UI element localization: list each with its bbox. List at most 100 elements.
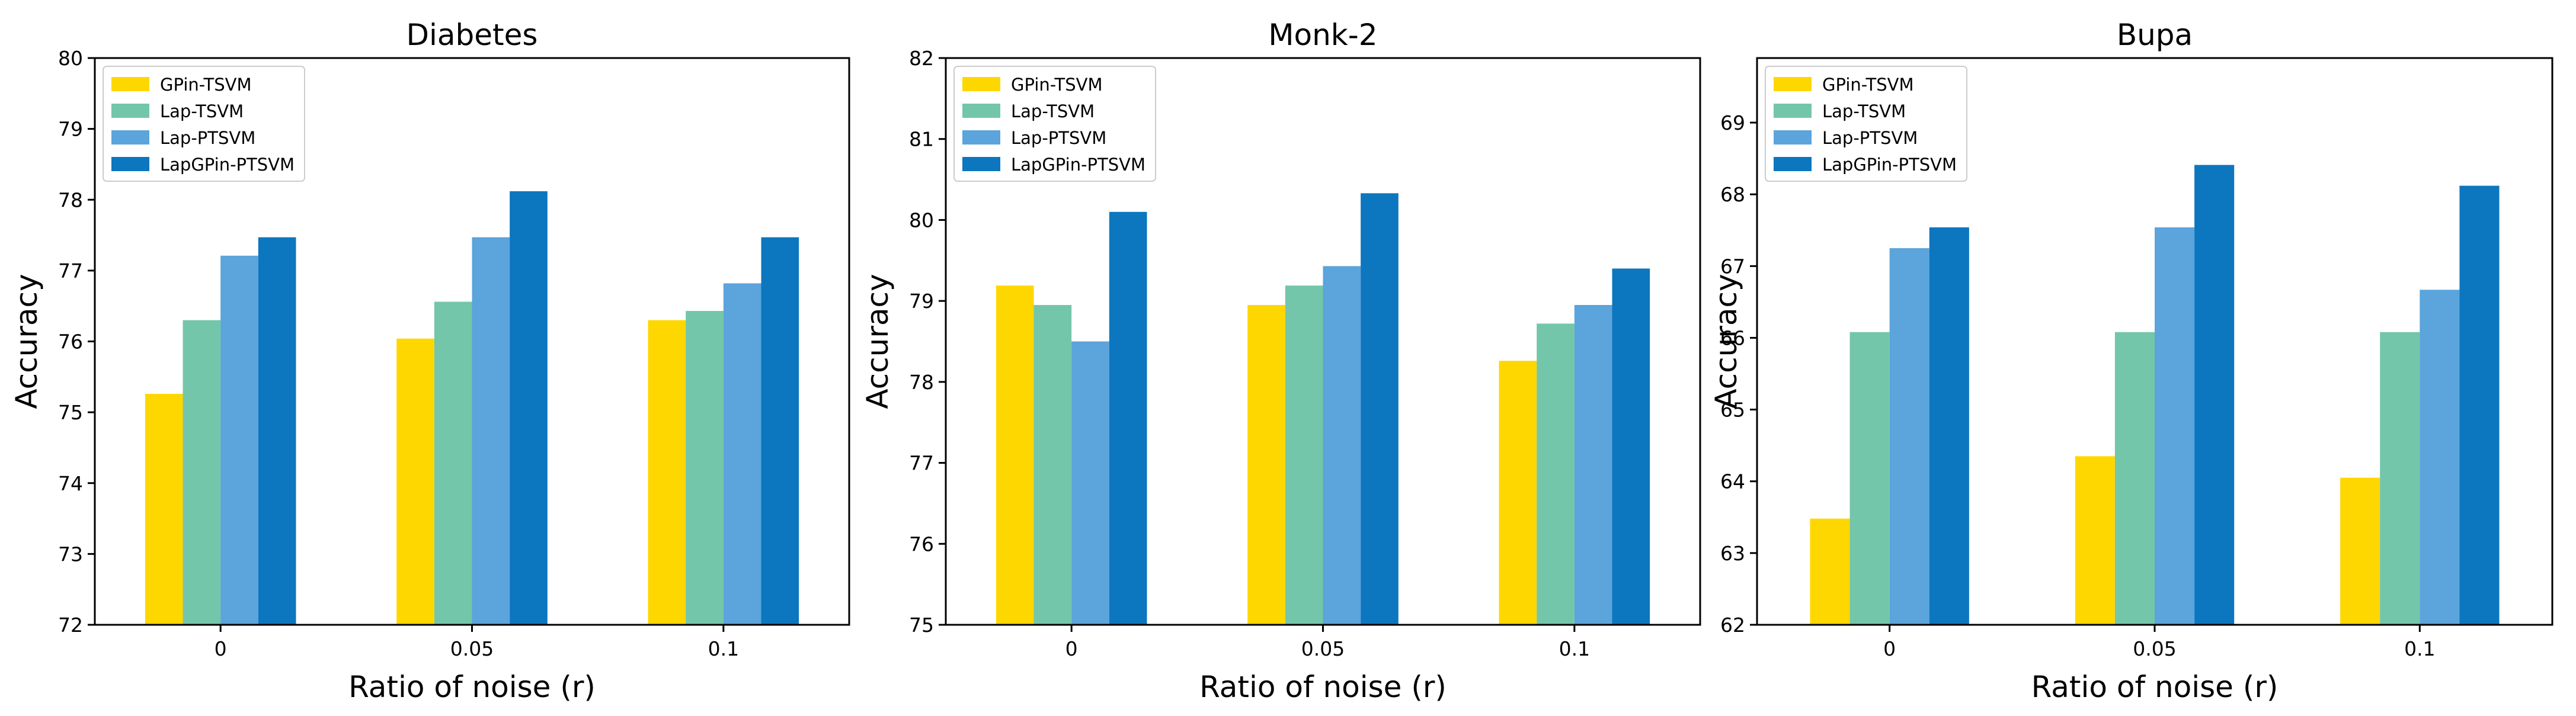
bar-lap-ptsvm-0 <box>1889 248 1929 625</box>
y-tick-label: 67 <box>1720 255 1745 278</box>
y-tick-label: 74 <box>58 472 83 495</box>
bar-lap-ptsvm-0.05 <box>1323 266 1361 625</box>
bar-lap-tsvm-0.1 <box>1537 323 1575 625</box>
chart-panel-3: 62 63 64 65 66 67 68 69 0 0.05 0.1 Bupa Ratio of noi… <box>1709 18 2553 704</box>
y-tick-label: 65 <box>1720 399 1745 422</box>
legend-swatch-lapgpin-ptsvm <box>962 157 1000 171</box>
y-axis-label: Accuracy <box>1709 274 1743 409</box>
y-tick-label: 64 <box>1720 470 1745 493</box>
bar-lapgpin-ptsvm-0.1 <box>761 237 799 625</box>
legend-swatch-lap-tsvm <box>962 104 1000 118</box>
y-tick-label: 78 <box>909 371 934 394</box>
bar-lapgpin-ptsvm-0.1 <box>1612 268 1650 625</box>
bar-gpin-tsvm-0.1 <box>1499 361 1537 625</box>
legend-label: Lap-PTSVM <box>1011 128 1106 148</box>
legend-label: Lap-TSVM <box>160 101 244 121</box>
bar-lap-tsvm-0 <box>1033 304 1072 625</box>
bar-gpin-tsvm-0.05 <box>396 338 434 625</box>
legend-swatch-lap-tsvm <box>1774 104 1812 118</box>
x-axis-label: Ratio of noise (r) <box>2031 670 2279 704</box>
bar-lapgpin-ptsvm-0.05 <box>2194 165 2235 625</box>
chart-title: Bupa <box>2117 18 2193 52</box>
legend-swatch-lap-ptsvm <box>1774 130 1812 145</box>
y-tick-label: 68 <box>1720 183 1745 206</box>
legend-label: LapGPin-PTSVM <box>160 155 295 175</box>
plot-frame <box>94 57 850 626</box>
y-tick-label: 80 <box>58 47 83 70</box>
bar-gpin-tsvm-0.05 <box>1247 304 1285 625</box>
legend-box <box>953 66 1156 182</box>
x-tick-label: 0.1 <box>708 637 739 660</box>
legend-swatch-lapgpin-ptsvm <box>1774 157 1812 171</box>
bar-gpin-tsvm-0.05 <box>2075 456 2115 625</box>
bar-lap-ptsvm-0.1 <box>723 283 761 625</box>
legend-box <box>103 66 305 182</box>
legend-label: Lap-TSVM <box>1011 101 1095 121</box>
bar-lap-tsvm-0 <box>1849 332 1890 625</box>
bar-lapgpin-ptsvm-0.1 <box>2459 185 2500 625</box>
legend-swatch-gpin-tsvm <box>1774 77 1812 91</box>
chart-title: Diabetes <box>407 18 538 52</box>
bar-lap-tsvm-0.05 <box>2114 332 2155 625</box>
bar-lap-ptsvm-0.05 <box>472 237 510 625</box>
legend-label: GPin-TSVM <box>1011 75 1103 95</box>
bar-lap-ptsvm-0.05 <box>2155 227 2195 625</box>
legend-label: GPin-TSVM <box>160 75 252 95</box>
bar-lapgpin-ptsvm-0.05 <box>510 191 548 625</box>
x-tick-label: 0.05 <box>1301 637 1345 660</box>
y-tick-label: 78 <box>58 188 83 211</box>
legend-label: Lap-PTSVM <box>1822 128 1918 148</box>
chart-panel-1: 72 73 74 75 76 77 78 79 80 0 0.05 0.1 Diabetes Ratio … <box>9 18 850 704</box>
legend-label: LapGPin-PTSVM <box>1822 155 1957 175</box>
legend-label: Lap-TSVM <box>1822 101 1906 121</box>
y-tick-label: 73 <box>58 542 83 566</box>
y-tick-label: 81 <box>909 128 934 151</box>
bar-lap-tsvm-0 <box>183 320 221 625</box>
bar-lap-ptsvm-0 <box>1071 341 1109 625</box>
bar-lapgpin-ptsvm-0 <box>258 237 296 625</box>
y-tick-label: 72 <box>58 614 83 637</box>
y-tick-label: 77 <box>58 259 83 282</box>
x-tick-label: 0.1 <box>1559 637 1590 660</box>
plot-frame <box>1756 57 2553 626</box>
plot-frame <box>945 57 1701 626</box>
bar-lap-ptsvm-0.1 <box>2420 290 2460 625</box>
chart-title: Monk-2 <box>1268 18 1377 52</box>
y-tick-label: 82 <box>909 47 934 70</box>
bar-lap-ptsvm-0 <box>220 255 258 625</box>
bar-gpin-tsvm-0 <box>145 394 183 625</box>
x-axis-label: Ratio of noise (r) <box>1199 670 1447 704</box>
x-tick-label: 0.05 <box>450 637 494 660</box>
bar-lap-tsvm-0.1 <box>686 311 724 625</box>
y-tick-label: 69 <box>1720 111 1745 134</box>
bar-gpin-tsvm-0.1 <box>2340 477 2380 625</box>
y-tick-label: 62 <box>1720 614 1745 637</box>
y-tick-label: 76 <box>58 330 83 354</box>
legend-swatch-gpin-tsvm <box>962 77 1000 91</box>
legend-label: GPin-TSVM <box>1822 75 1914 95</box>
y-tick-label: 77 <box>909 452 934 475</box>
bar-gpin-tsvm-0.1 <box>648 320 686 625</box>
x-tick-label: 0.05 <box>2133 637 2176 660</box>
bar-gpin-tsvm-0 <box>1810 518 1850 625</box>
y-axis-label: Accuracy <box>9 274 44 409</box>
legend-label: Lap-PTSVM <box>160 128 255 148</box>
legend-swatch-lap-ptsvm <box>962 130 1000 145</box>
y-tick-label: 79 <box>58 118 83 141</box>
bar-lap-tsvm-0.05 <box>434 301 472 625</box>
chart-panel-2: 75 76 77 78 79 80 81 82 0 0.05 0.1 Monk-2 Ratio of n… <box>860 18 1701 704</box>
bar-lapgpin-ptsvm-0 <box>1109 211 1147 625</box>
y-tick-label: 76 <box>909 532 934 556</box>
bar-lapgpin-ptsvm-0 <box>1929 227 1969 625</box>
x-axis-label: Ratio of noise (r) <box>348 670 596 704</box>
bar-lap-tsvm-0.05 <box>1285 285 1323 625</box>
y-tick-label: 66 <box>1720 326 1745 349</box>
y-tick-label: 63 <box>1720 542 1745 565</box>
y-tick-label: 75 <box>909 614 934 637</box>
bar-gpin-tsvm-0 <box>996 285 1034 625</box>
legend-swatch-lap-tsvm <box>111 104 149 118</box>
legend-swatch-gpin-tsvm <box>111 77 149 91</box>
bar-lap-ptsvm-0.1 <box>1574 304 1612 625</box>
y-axis-label: Accuracy <box>860 274 895 409</box>
